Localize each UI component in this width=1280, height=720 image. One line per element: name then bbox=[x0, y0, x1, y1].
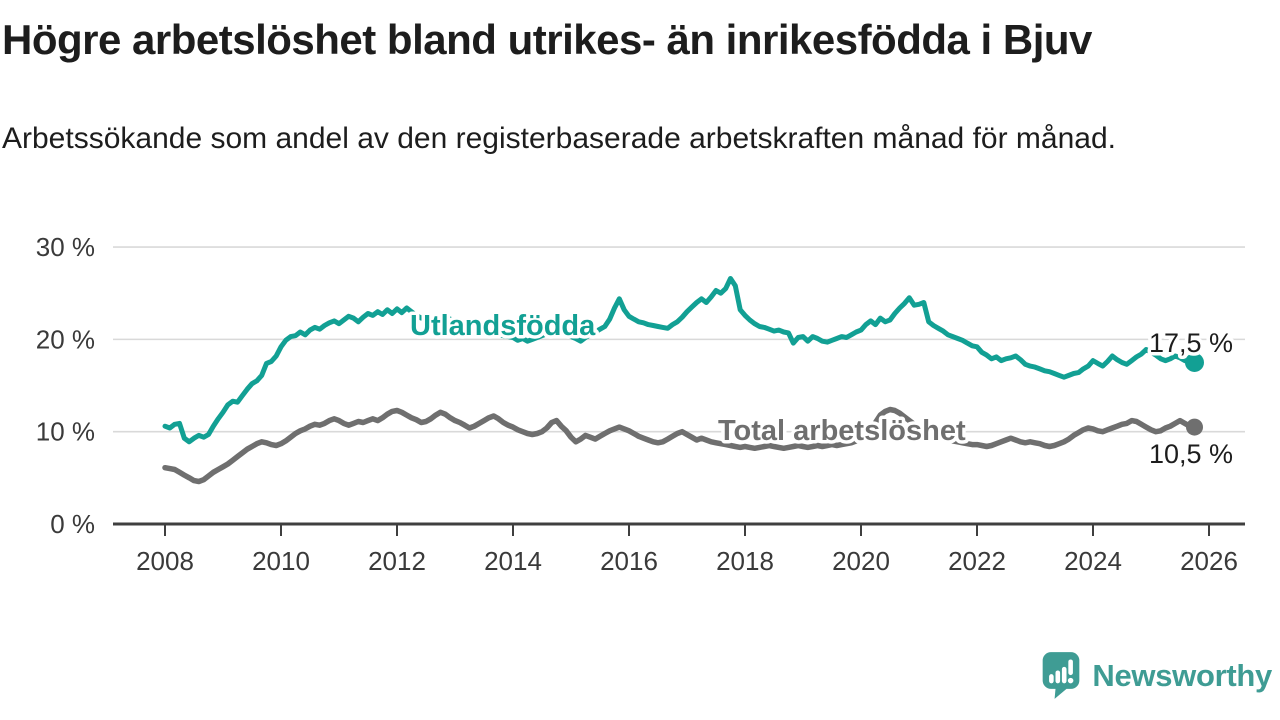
total-arbetsloshet-end-value-label: 10,5 % bbox=[1149, 439, 1233, 469]
utlandsfodda-series-label: Utlandsfödda bbox=[410, 310, 596, 342]
x-tick-label-2026: 2026 bbox=[1180, 546, 1238, 576]
total-arbetsloshet-line bbox=[162, 406, 1198, 485]
x-tick-label-2010: 2010 bbox=[252, 546, 310, 576]
page-subtitle: Arbetssökande som andel av den registerb… bbox=[2, 122, 1116, 155]
y-tick-label-10: 10 % bbox=[36, 417, 95, 447]
utlandsfodda-end-dot bbox=[1185, 352, 1204, 372]
logo-exclamation-bar bbox=[1068, 659, 1074, 676]
x-tick-label-2008: 2008 bbox=[136, 546, 194, 576]
logo-bar-2 bbox=[1055, 670, 1061, 684]
x-tick-label-2018: 2018 bbox=[716, 546, 774, 576]
logo-exclamation-dot bbox=[1068, 677, 1074, 684]
x-tick-label-2016: 2016 bbox=[600, 546, 658, 576]
newsworthy-branding: Newsworthy bbox=[1039, 650, 1272, 702]
x-tick-label-2014: 2014 bbox=[484, 546, 542, 576]
x-tick-label-2024: 2024 bbox=[1064, 546, 1122, 576]
x-tick-label-2020: 2020 bbox=[832, 546, 890, 576]
utlandsfodda-end-value-label: 17,5 % bbox=[1149, 328, 1233, 358]
y-tick-label-20: 20 % bbox=[36, 324, 95, 354]
logo-bar-3 bbox=[1062, 666, 1067, 684]
x-tick-label-2022: 2022 bbox=[948, 546, 1006, 576]
utlandsfodda-line bbox=[162, 276, 1197, 445]
x-tick-label-2012: 2012 bbox=[368, 546, 426, 576]
newsworthy-logo-icon bbox=[1043, 652, 1080, 699]
y-tick-label-0: 0 % bbox=[50, 509, 95, 539]
page-title: Högre arbetslöshet bland utrikes- än inr… bbox=[2, 16, 1092, 63]
y-tick-label-30: 30 % bbox=[36, 232, 95, 262]
speech-bubble-shape bbox=[1043, 652, 1080, 699]
logo-bar-1 bbox=[1049, 674, 1055, 684]
newsworthy-logo-text: Newsworthy bbox=[1092, 658, 1272, 693]
total-arbetsloshet-series-label: Total arbetslöshet bbox=[718, 415, 966, 447]
total-arbetsloshet-end-dot bbox=[1186, 418, 1203, 436]
